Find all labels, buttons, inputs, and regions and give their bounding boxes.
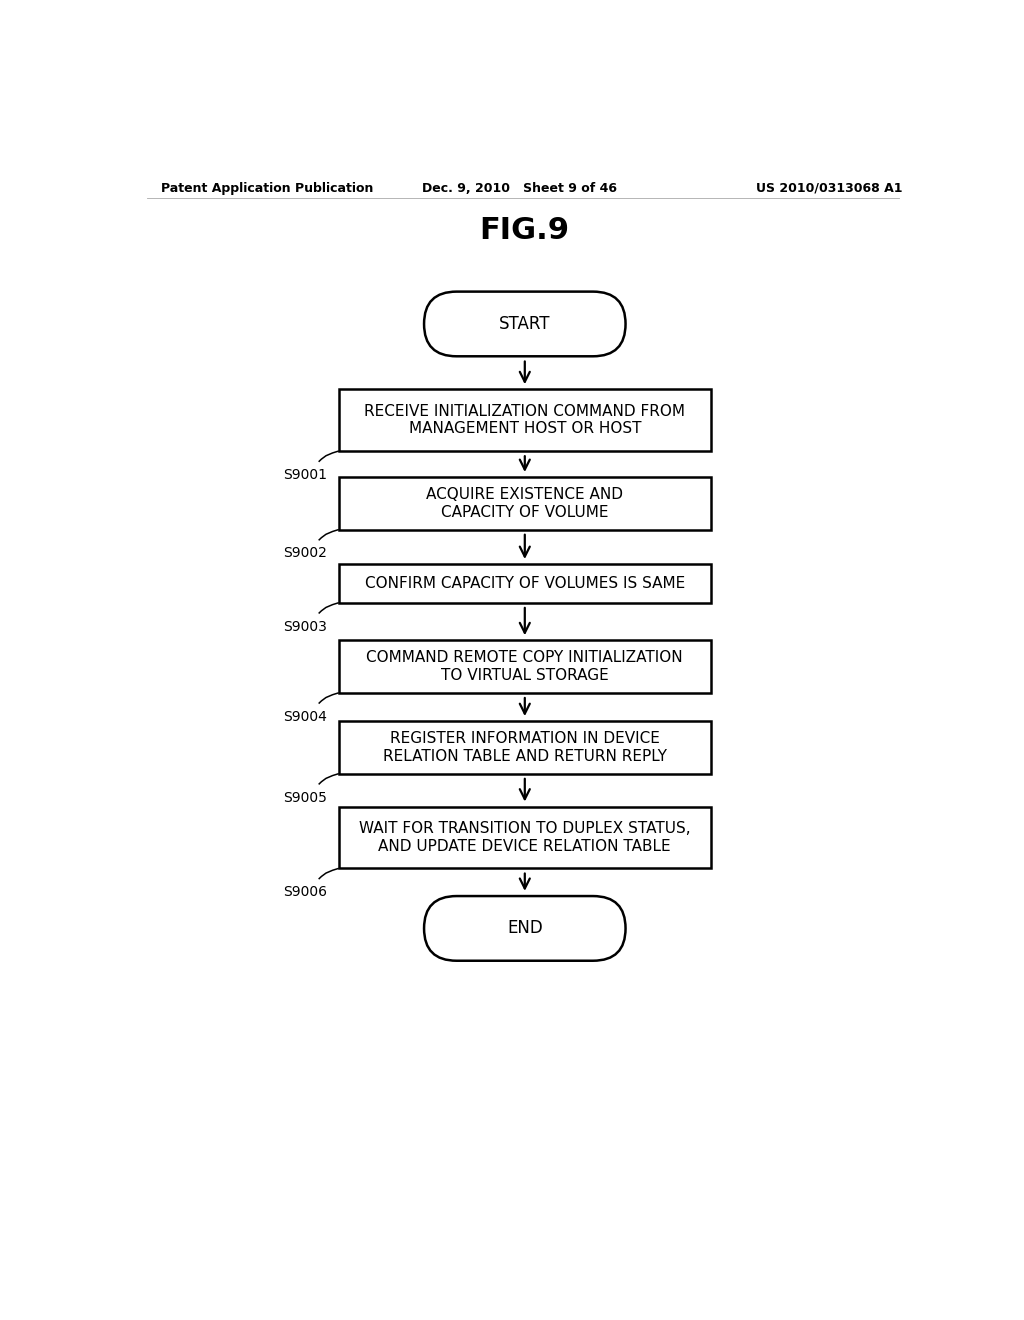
- FancyBboxPatch shape: [339, 807, 711, 869]
- Text: RECEIVE INITIALIZATION COMMAND FROM
MANAGEMENT HOST OR HOST: RECEIVE INITIALIZATION COMMAND FROM MANA…: [365, 404, 685, 437]
- Text: S9006: S9006: [283, 886, 327, 899]
- FancyBboxPatch shape: [339, 564, 711, 603]
- FancyBboxPatch shape: [339, 389, 711, 451]
- Text: S9004: S9004: [283, 710, 327, 723]
- FancyBboxPatch shape: [339, 640, 711, 693]
- FancyBboxPatch shape: [424, 896, 626, 961]
- Text: S9003: S9003: [283, 619, 327, 634]
- Text: S9001: S9001: [283, 469, 327, 482]
- Text: START: START: [499, 315, 551, 333]
- Text: REGISTER INFORMATION IN DEVICE
RELATION TABLE AND RETURN REPLY: REGISTER INFORMATION IN DEVICE RELATION …: [383, 731, 667, 764]
- Text: END: END: [507, 920, 543, 937]
- Text: ACQUIRE EXISTENCE AND
CAPACITY OF VOLUME: ACQUIRE EXISTENCE AND CAPACITY OF VOLUME: [426, 487, 624, 520]
- FancyBboxPatch shape: [339, 478, 711, 529]
- Text: US 2010/0313068 A1: US 2010/0313068 A1: [756, 182, 902, 194]
- Text: WAIT FOR TRANSITION TO DUPLEX STATUS,
AND UPDATE DEVICE RELATION TABLE: WAIT FOR TRANSITION TO DUPLEX STATUS, AN…: [359, 821, 690, 854]
- Text: Dec. 9, 2010   Sheet 9 of 46: Dec. 9, 2010 Sheet 9 of 46: [423, 182, 617, 194]
- FancyBboxPatch shape: [424, 292, 626, 356]
- Text: S9005: S9005: [283, 791, 327, 805]
- Text: CONFIRM CAPACITY OF VOLUMES IS SAME: CONFIRM CAPACITY OF VOLUMES IS SAME: [365, 576, 685, 591]
- Text: FIG.9: FIG.9: [479, 216, 570, 246]
- Text: COMMAND REMOTE COPY INITIALIZATION
TO VIRTUAL STORAGE: COMMAND REMOTE COPY INITIALIZATION TO VI…: [367, 651, 683, 682]
- Text: Patent Application Publication: Patent Application Publication: [161, 182, 373, 194]
- FancyBboxPatch shape: [339, 721, 711, 774]
- Text: S9002: S9002: [283, 546, 327, 561]
